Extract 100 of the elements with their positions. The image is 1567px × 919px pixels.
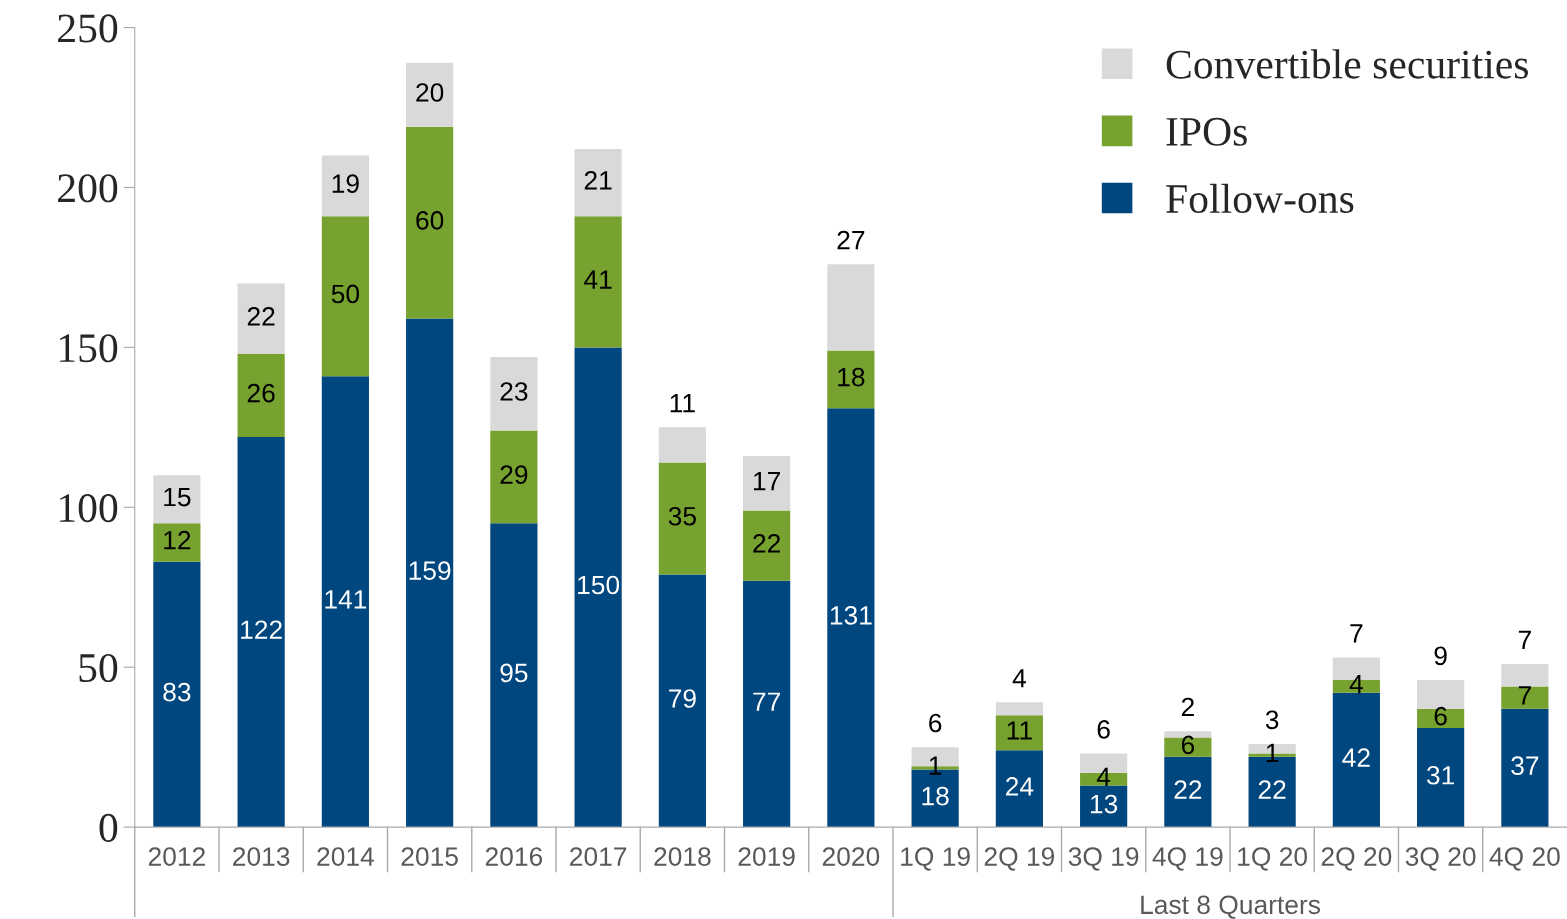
data-label: 13 [1090, 794, 1118, 814]
text: Last 8 Quarters [1141, 895, 1320, 919]
data-label: 11 [1007, 721, 1032, 740]
data-label: 79 [669, 689, 696, 708]
legend-label: Convertible securities [1166, 49, 1528, 79]
bar [574, 347, 622, 828]
bar [321, 155, 369, 217]
data-label: 7 [1518, 630, 1531, 649]
y-tick-label: 200 [58, 174, 118, 203]
data-label: 11 [670, 394, 695, 413]
data-label: 4 [1012, 669, 1026, 688]
data-label: 22 [1174, 780, 1202, 799]
x-tick-label: 2013 [233, 847, 290, 866]
x-tick-label: 2012 [148, 847, 205, 866]
bar [237, 436, 285, 828]
data-label: 23 [500, 382, 528, 401]
bar [490, 356, 538, 431]
bar [658, 462, 706, 575]
bar [743, 456, 791, 511]
bar [1164, 756, 1212, 828]
bar [321, 216, 369, 377]
bar [995, 702, 1043, 716]
data-label: 35 [668, 506, 696, 526]
data-label: 26 [247, 383, 275, 403]
data-label: 22 [753, 534, 780, 553]
data-label: 141 [325, 590, 367, 609]
bar [574, 216, 622, 348]
bar [406, 62, 454, 127]
data-label: 41 [584, 270, 612, 289]
data-label: 4 [1096, 767, 1111, 786]
bar [743, 510, 791, 581]
x-tick-label: 2015 [401, 847, 458, 866]
bar [574, 149, 622, 217]
bar [153, 561, 201, 828]
data-label: 6 [1181, 735, 1195, 755]
data-label: 83 [163, 682, 191, 702]
bar [1501, 708, 1549, 828]
data-label: 6 [1097, 720, 1110, 739]
y-tick-label: 150 [59, 334, 118, 363]
data-label: 6 [929, 713, 942, 733]
data-label: 18 [838, 367, 865, 387]
x-tick-label: 2017 [570, 847, 627, 866]
data-label: 2 [1181, 697, 1194, 717]
data-label: 3 [1265, 710, 1279, 730]
data-label: 6 [1434, 706, 1447, 726]
bar [1501, 664, 1549, 687]
data-label: 150 [578, 575, 620, 595]
data-label: 95 [500, 663, 528, 683]
legend-label: Follow-ons [1166, 183, 1354, 214]
data-label: 15 [164, 487, 191, 507]
x-tick-label: 2014 [317, 847, 374, 866]
bar [827, 350, 875, 409]
x-tick-label: 1Q 20 [1238, 847, 1308, 871]
data-label: 24 [1006, 777, 1034, 796]
x-tick-label: 2018 [654, 847, 711, 866]
x-tick-label: 3Q 19 [1068, 847, 1139, 871]
bar [321, 376, 369, 828]
bar [1501, 686, 1549, 709]
bar [827, 264, 875, 351]
data-label: 31 [1426, 765, 1455, 785]
x-tick-label: 4Q 20 [1489, 847, 1560, 871]
data-label: 4 [1349, 675, 1363, 694]
x-tick-label: 4Q 19 [1152, 847, 1223, 871]
data-label: 37 [1511, 756, 1539, 776]
data-label: 122 [241, 620, 282, 639]
bar [153, 475, 201, 524]
data-label: 27 [837, 230, 865, 250]
data-label: 60 [416, 211, 444, 230]
bar [237, 353, 285, 437]
x-tick-label: 1Q 19 [901, 847, 970, 871]
bar [995, 715, 1043, 751]
x-tick-label: 2Q 19 [984, 847, 1055, 871]
data-label: 17 [753, 471, 780, 491]
data-label: 42 [1342, 748, 1370, 767]
data-label: 12 [164, 530, 191, 550]
y-tick-label: 0 [99, 813, 118, 842]
bar [406, 318, 454, 828]
bar [1417, 727, 1465, 828]
data-label: 22 [1258, 780, 1286, 799]
x-tick-label: 2020 [822, 847, 880, 866]
bar [743, 580, 791, 828]
data-label: 77 [753, 692, 780, 711]
data-label: 21 [584, 171, 612, 190]
legend-label: IPOs [1166, 117, 1247, 146]
data-label: 29 [500, 465, 528, 484]
data-label: 19 [332, 174, 359, 193]
data-label: 50 [331, 284, 360, 304]
data-label: 18 [922, 786, 949, 806]
x-tick-label: 2Q 20 [1321, 847, 1392, 871]
bar [1332, 692, 1380, 828]
bar [490, 523, 538, 828]
y-tick-label: 50 [79, 653, 118, 683]
data-label: 159 [409, 561, 451, 580]
bar [827, 408, 875, 828]
x-tick-label: 2019 [738, 847, 795, 866]
x-tick-label: 3Q 20 [1405, 847, 1476, 871]
bar [995, 750, 1043, 828]
data-label: 7 [1350, 624, 1363, 643]
x-tick-label: 2016 [485, 847, 543, 866]
bar [658, 427, 706, 463]
